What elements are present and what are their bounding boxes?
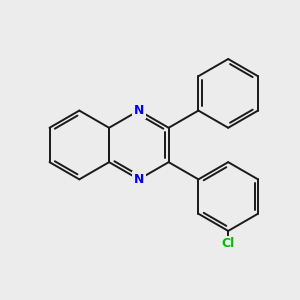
Text: N: N — [134, 173, 144, 186]
Text: Cl: Cl — [222, 238, 235, 250]
Text: N: N — [134, 104, 144, 117]
